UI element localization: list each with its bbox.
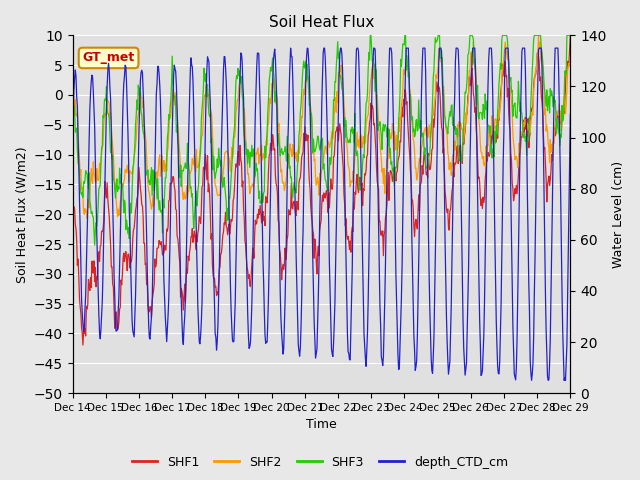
SHF3 — [367, 33, 374, 38]
SHF2 — [130, 162, 138, 168]
SHF3 — [68, 123, 76, 129]
Line: SHF1: SHF1 — [72, 36, 570, 345]
SHF1 — [77, 324, 85, 330]
SHF1 — [566, 33, 574, 38]
SHF1 — [207, 209, 214, 215]
SHF1 — [130, 227, 138, 233]
SHF1 — [397, 139, 404, 144]
SHF3 — [207, 111, 214, 117]
SHF2 — [77, 186, 85, 192]
Line: SHF3: SHF3 — [72, 36, 570, 245]
SHF3 — [130, 162, 138, 168]
SHF2 — [83, 216, 91, 221]
SHF3 — [91, 242, 99, 248]
depth_CTD_cm — [287, 45, 294, 51]
Y-axis label: Soil Heat Flux (W/m2): Soil Heat Flux (W/m2) — [15, 146, 28, 283]
SHF2 — [68, 121, 76, 127]
SHF1 — [68, 191, 76, 196]
SHF3 — [566, 33, 574, 38]
depth_CTD_cm — [179, 342, 187, 348]
depth_CTD_cm — [129, 328, 136, 334]
Legend: SHF1, SHF2, SHF3, depth_CTD_cm: SHF1, SHF2, SHF3, depth_CTD_cm — [127, 451, 513, 474]
SHF3 — [180, 165, 188, 170]
depth_CTD_cm — [77, 296, 85, 301]
SHF2 — [180, 189, 188, 195]
SHF1 — [180, 296, 188, 301]
SHF3 — [383, 134, 390, 140]
Line: SHF2: SHF2 — [72, 36, 570, 218]
SHF2 — [207, 105, 214, 110]
Text: GT_met: GT_met — [83, 51, 135, 64]
depth_CTD_cm — [566, 111, 574, 117]
depth_CTD_cm — [382, 218, 390, 224]
SHF3 — [397, 63, 405, 69]
SHF1 — [79, 342, 87, 348]
X-axis label: Time: Time — [306, 419, 337, 432]
SHF1 — [382, 211, 390, 217]
depth_CTD_cm — [68, 133, 76, 139]
depth_CTD_cm — [397, 322, 404, 327]
depth_CTD_cm — [528, 377, 536, 383]
SHF2 — [397, 117, 404, 123]
SHF2 — [382, 173, 390, 179]
depth_CTD_cm — [206, 84, 214, 89]
SHF2 — [566, 53, 574, 59]
Title: Soil Heat Flux: Soil Heat Flux — [269, 15, 374, 30]
Y-axis label: Water Level (cm): Water Level (cm) — [612, 161, 625, 268]
Line: depth_CTD_cm: depth_CTD_cm — [72, 48, 570, 380]
SHF2 — [534, 33, 542, 38]
SHF3 — [77, 192, 85, 198]
